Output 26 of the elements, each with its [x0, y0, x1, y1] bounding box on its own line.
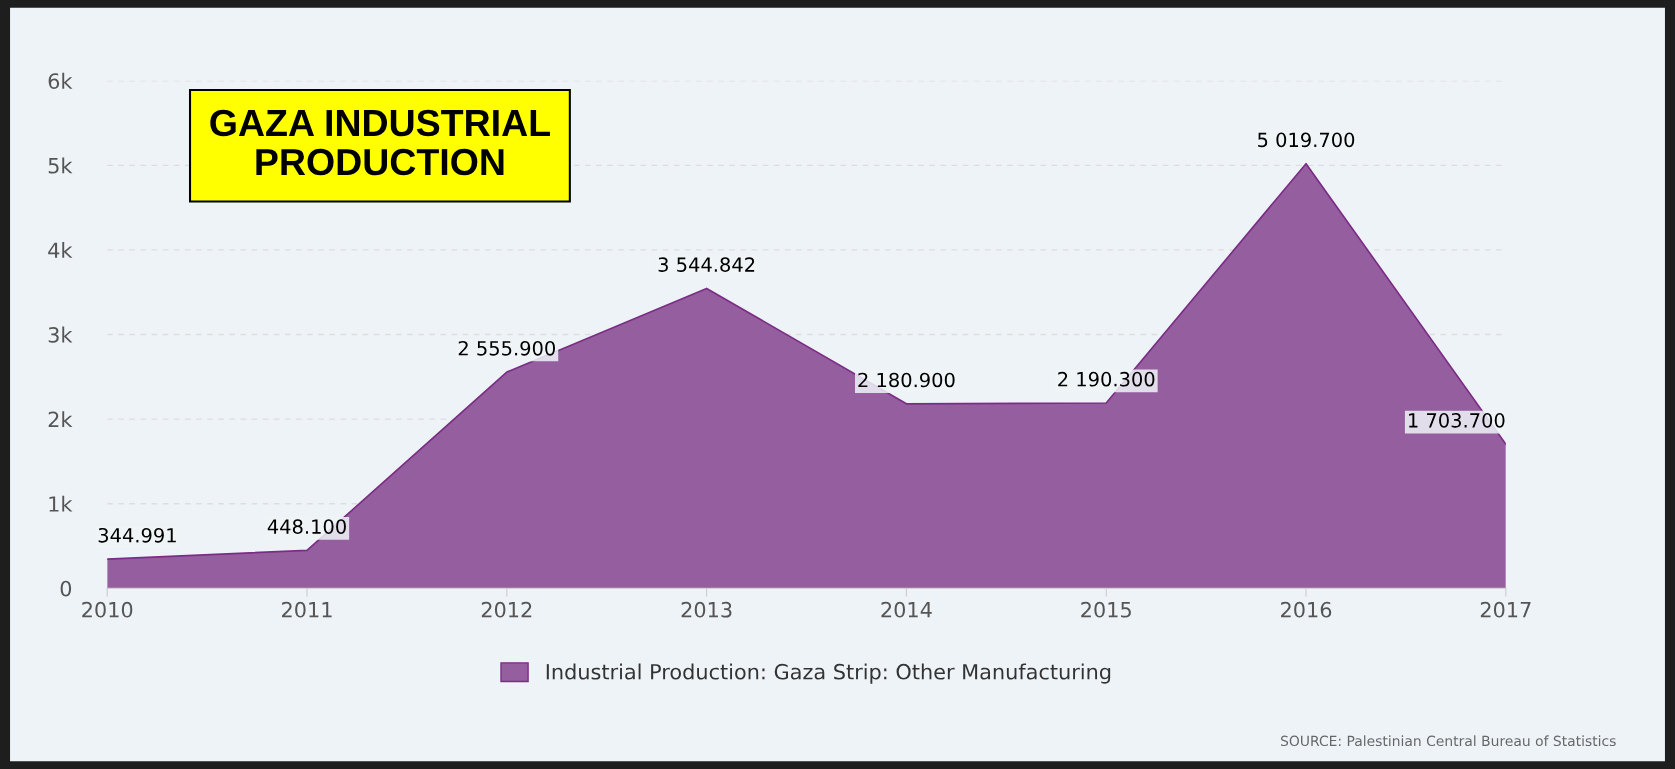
y-tick-label: 5k: [48, 157, 73, 174]
x-tick-label: 2017: [1480, 601, 1531, 618]
data-label: 5 019.700: [1258, 132, 1355, 148]
y-tick-label: 0: [60, 580, 72, 597]
x-tick-label: 2012: [481, 601, 532, 618]
x-tick-label: 2015: [1081, 601, 1131, 618]
data-label: 2 555.900: [458, 340, 555, 356]
y-tick-label: 3k: [48, 326, 73, 343]
data-label: 1 703.700: [1409, 413, 1505, 428]
legend-label: Industrial Production: Gaza Strip: Other Manufacturing: [546, 663, 1111, 684]
data-label: 448.100: [267, 519, 346, 534]
x-tick-label: 2011: [282, 601, 332, 618]
source-note: SOURCE: Palestinian Central Bureau of Statistics: [1280, 735, 1616, 747]
x-tick-label: 2014: [881, 601, 932, 618]
data-label: 2 190.300: [1058, 371, 1155, 387]
data-label: 344.991: [98, 527, 176, 543]
data-label: 2 180.900: [858, 372, 955, 388]
x-tick-label: 2016: [1281, 601, 1332, 618]
x-tick-label: 2013: [681, 601, 732, 618]
y-tick-label: 6k: [48, 72, 73, 89]
data-label: 3 544.842: [658, 257, 755, 272]
y-tick-label: 2k: [48, 411, 73, 428]
text: GAZA INDUSTRIAL PRODUCTION: [210, 109, 550, 176]
x-tick-label: 2010: [82, 601, 133, 618]
y-tick-label: 4k: [48, 242, 73, 258]
y-tick-label: 1k: [49, 495, 73, 512]
